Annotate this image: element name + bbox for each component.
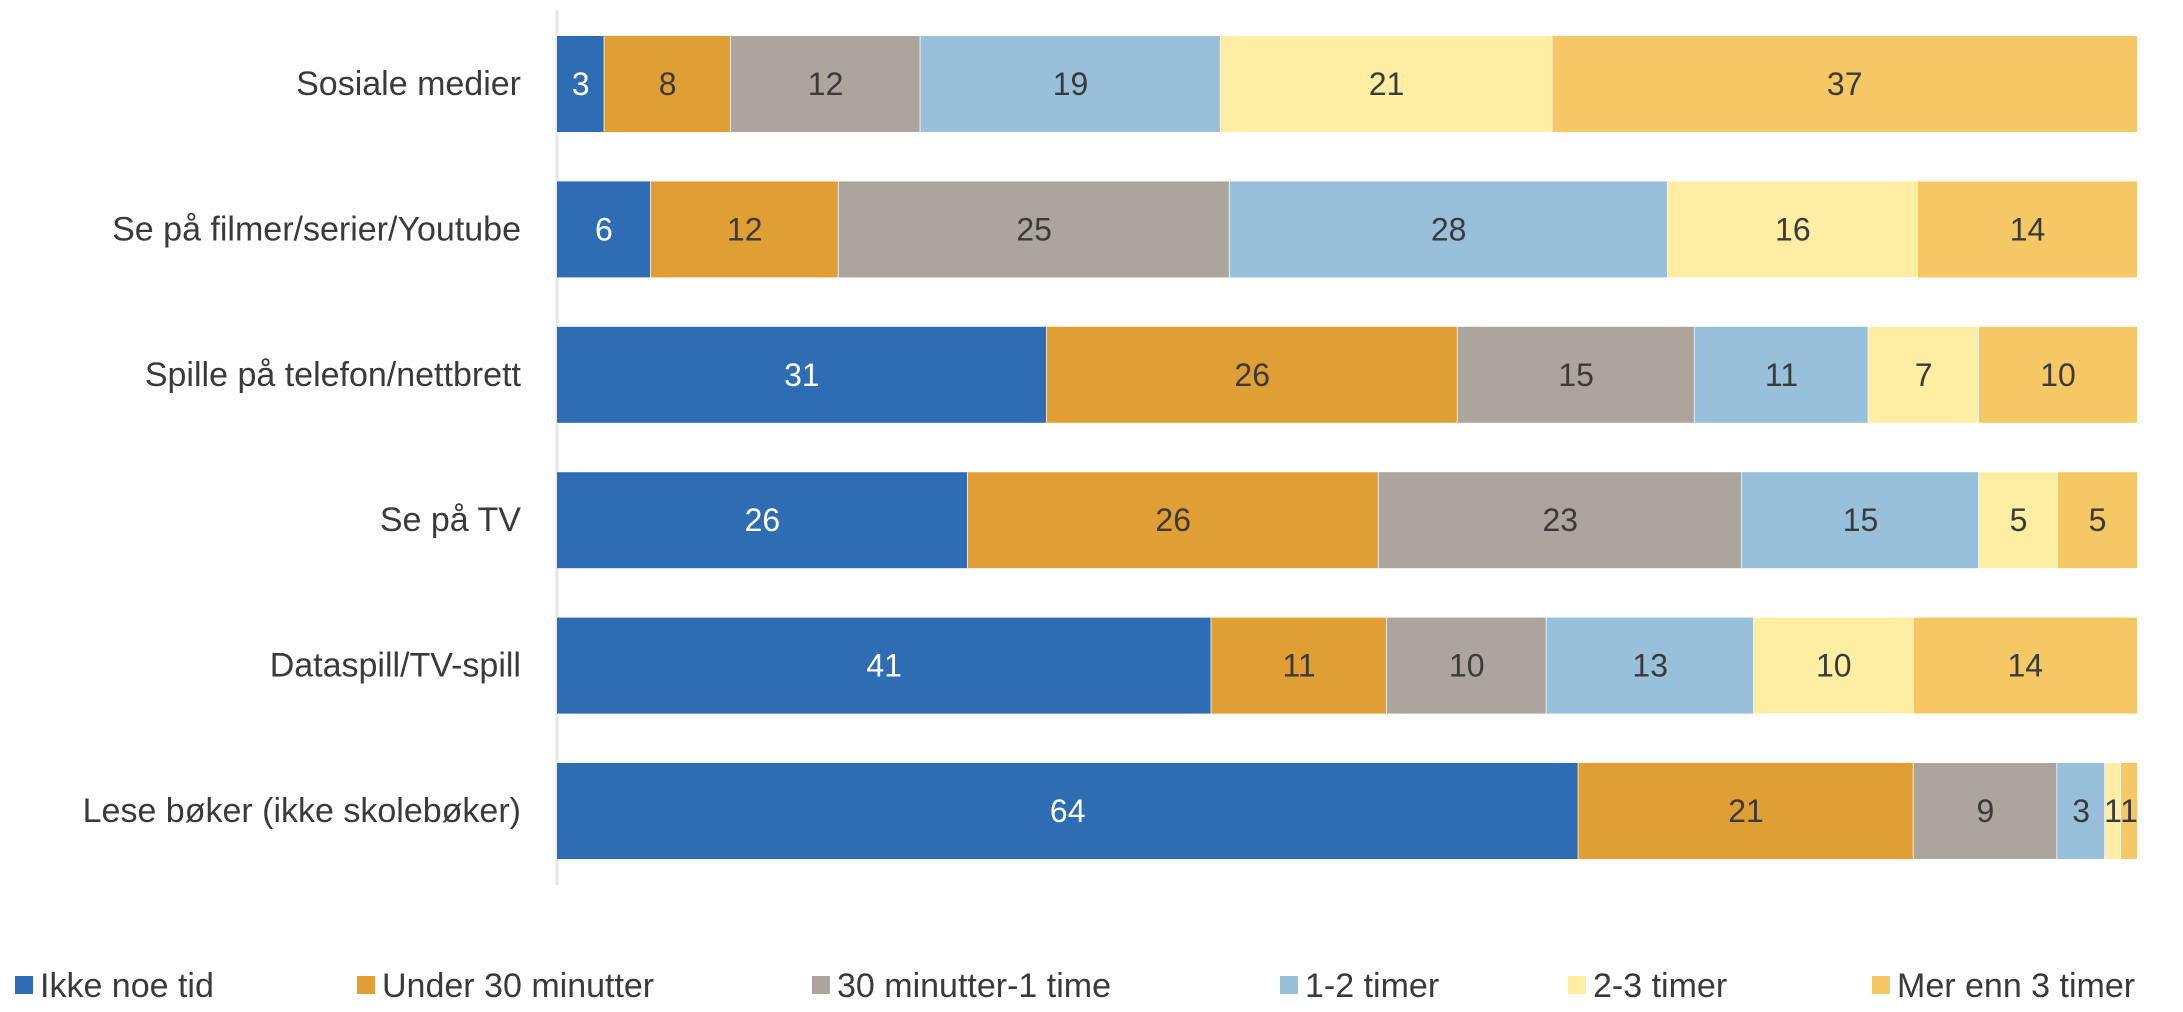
- data-label: 21: [1369, 66, 1405, 102]
- data-label: 19: [1053, 66, 1089, 102]
- category-label: Spille på telefon/nettbrett: [145, 356, 522, 394]
- data-label: 26: [1155, 502, 1191, 538]
- data-label: 10: [1816, 648, 1852, 684]
- bar-segment: [1457, 326, 1695, 423]
- data-label: 1: [2104, 793, 2122, 829]
- legend-swatch: [357, 976, 375, 994]
- bar-segment: [2105, 763, 2122, 859]
- bar-segment: [557, 181, 651, 278]
- bar-segment: [920, 36, 1221, 132]
- data-label: 9: [1976, 793, 1994, 829]
- data-label: 16: [1775, 211, 1811, 247]
- legend-swatch: [1280, 976, 1298, 994]
- data-label: 15: [1558, 357, 1594, 393]
- bar-segment: [1694, 326, 1869, 423]
- data-label: 8: [659, 66, 677, 102]
- legend-label: Mer enn 3 timer: [1897, 967, 2135, 1005]
- bar-segment: [838, 181, 1230, 278]
- bar-segment: [557, 472, 968, 569]
- bar-segment: [650, 181, 839, 278]
- data-label: 10: [2040, 357, 2076, 393]
- data-label: 3: [572, 66, 590, 102]
- data-label: 37: [1827, 66, 1863, 102]
- data-label: 23: [1543, 502, 1579, 538]
- data-label: 41: [866, 648, 902, 684]
- category-label: Lese bøker (ikke skolebøker): [83, 792, 521, 830]
- legend-label: 30 minutter-1 time: [837, 967, 1111, 1005]
- bar-segment: [557, 326, 1047, 423]
- data-label: 11: [1283, 648, 1316, 684]
- bar-segment: [1220, 36, 1553, 132]
- bar-segment: [1917, 181, 2137, 278]
- bar-segment: [1546, 617, 1754, 714]
- data-label: 28: [1431, 211, 1467, 247]
- bar-segment: [557, 763, 1579, 859]
- data-label: 31: [784, 357, 820, 393]
- data-label: 1: [2120, 793, 2138, 829]
- bar-segment: [730, 36, 921, 132]
- legend: Ikke noe tid Under 30 minutter 30 minutter…: [15, 967, 2135, 1005]
- data-label: 11: [1765, 357, 1798, 393]
- legend-swatch: [15, 976, 33, 994]
- category-label: Dataspill/TV-spill: [270, 647, 521, 685]
- bar-segment: [557, 617, 1212, 714]
- bar-segment: [1229, 181, 1668, 278]
- category-label: Se på filmer/serier/Youtube: [112, 210, 521, 248]
- data-label: 5: [2089, 502, 2107, 538]
- bar-segment: [1979, 326, 2137, 423]
- bar-segment: [1913, 617, 2137, 714]
- data-label: 10: [1449, 648, 1485, 684]
- legend-label: Ikke noe tid: [40, 967, 214, 1005]
- data-label: 64: [1050, 793, 1086, 829]
- legend-swatch: [812, 976, 830, 994]
- data-label: 3: [2072, 793, 2090, 829]
- category-label: Sosiale medier: [296, 65, 521, 103]
- bar-segment: [1742, 472, 1979, 569]
- data-label: 7: [1915, 357, 1933, 393]
- data-label: 12: [727, 211, 763, 247]
- data-label: 14: [2007, 648, 2043, 684]
- legend-label: 1-2 timer: [1305, 967, 1439, 1005]
- bar-segment: [2057, 763, 2106, 859]
- bar-segment: [1868, 326, 1979, 423]
- bar-segment: [1753, 617, 1914, 714]
- bar-segment: [1552, 36, 2137, 132]
- legend-swatch: [1568, 976, 1586, 994]
- legend-swatch: [1872, 976, 1890, 994]
- bar-segment: [1578, 763, 1914, 859]
- bar-segment: [1386, 617, 1547, 714]
- bar-segment: [1211, 617, 1387, 714]
- data-label: 26: [745, 502, 781, 538]
- data-label: 15: [1843, 502, 1879, 538]
- data-label: 21: [1728, 793, 1764, 829]
- bar-segment: [1667, 181, 1918, 278]
- legend-label: 2-3 timer: [1593, 967, 1727, 1005]
- bar-segment: [1378, 472, 1742, 569]
- bar-segment: [1913, 763, 2058, 859]
- data-label: 25: [1016, 211, 1052, 247]
- legend-label: Under 30 minutter: [382, 967, 654, 1005]
- bar-segment: [2058, 472, 2137, 569]
- data-label: 14: [2010, 211, 2046, 247]
- bar-segment: [967, 472, 1379, 569]
- category-label: Se på TV: [380, 501, 521, 539]
- bar-segment: [557, 36, 605, 132]
- data-label: 13: [1632, 648, 1668, 684]
- bar-segment: [1046, 326, 1458, 423]
- bar-segment: [1979, 472, 2058, 569]
- data-label: 12: [808, 66, 844, 102]
- data-label: 26: [1234, 357, 1270, 393]
- bar-segment: [604, 36, 731, 132]
- data-label: 5: [2010, 502, 2028, 538]
- bar-segment: [2121, 763, 2137, 859]
- data-label: 6: [595, 211, 613, 247]
